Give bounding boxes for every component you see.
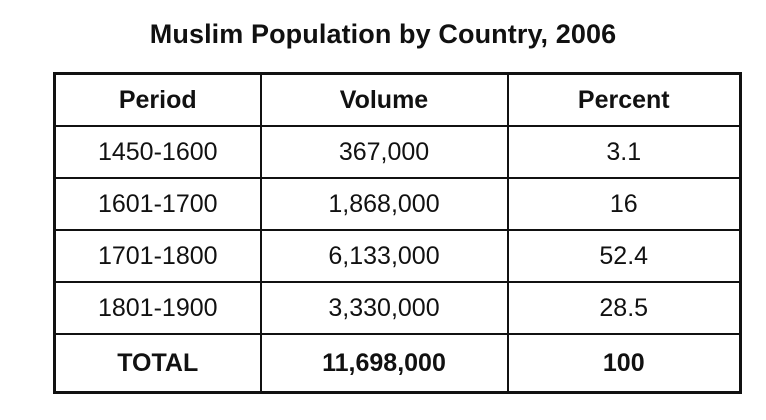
- table-row: 1701-1800 6,133,000 52.4: [53, 229, 742, 283]
- cell-period: 1801-1900: [53, 281, 262, 335]
- table-row: 1601-1700 1,868,000 16: [53, 177, 742, 231]
- cell-volume: 367,000: [259, 125, 509, 179]
- cell-percent: 52.4: [506, 229, 742, 283]
- total-label: TOTAL: [53, 333, 262, 394]
- table-row: 1801-1900 3,330,000 28.5: [53, 281, 742, 335]
- cell-volume: 6,133,000: [259, 229, 509, 283]
- cell-period: 1601-1700: [53, 177, 262, 231]
- total-volume: 11,698,000: [259, 333, 509, 394]
- cell-percent: 3.1: [506, 125, 742, 179]
- column-header-volume: Volume: [259, 72, 509, 127]
- total-percent: 100: [506, 333, 742, 394]
- table-title: Muslim Population by Country, 2006: [149, 19, 617, 49]
- cell-period: 1701-1800: [53, 229, 262, 283]
- cell-volume: 3,330,000: [259, 281, 509, 335]
- cell-period: 1450-1600: [53, 125, 262, 179]
- total-row: TOTAL 11,698,000 100: [53, 333, 742, 394]
- cell-percent: 16: [506, 177, 742, 231]
- cell-percent: 28.5: [506, 281, 742, 335]
- cell-volume: 1,868,000: [259, 177, 509, 231]
- column-header-percent: Percent: [506, 72, 742, 127]
- header-row: Period Volume Percent: [53, 72, 742, 127]
- data-table: Period Volume Percent 1450-1600 367,000 …: [53, 72, 742, 394]
- table-row: 1450-1600 367,000 3.1: [53, 125, 742, 179]
- column-header-period: Period: [53, 72, 262, 127]
